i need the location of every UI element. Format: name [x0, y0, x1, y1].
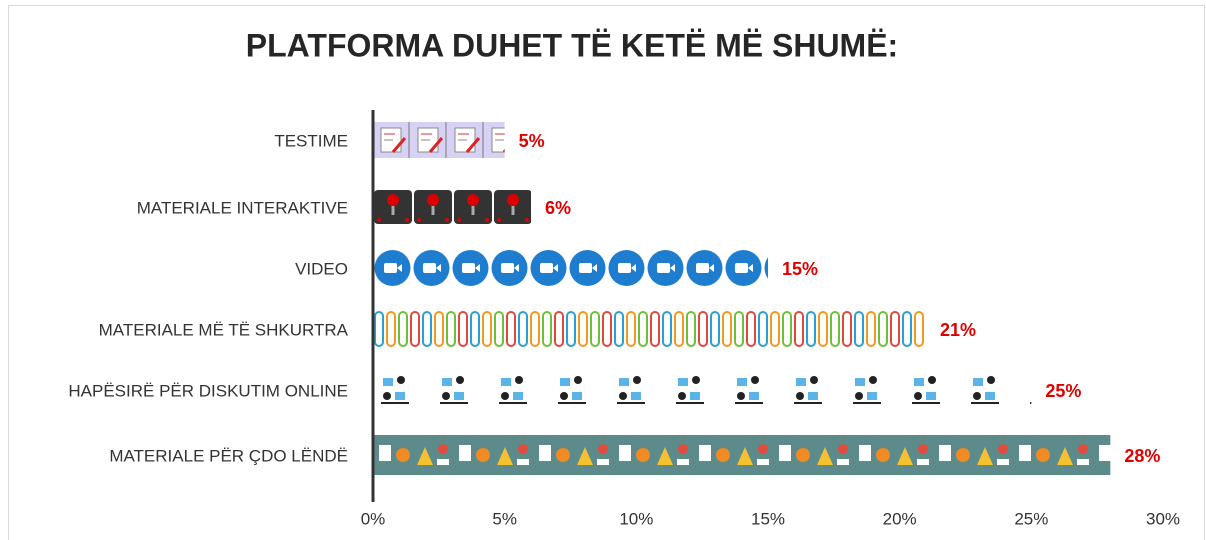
x-tick-label: 15% [751, 509, 785, 528]
x-tick-label: 0% [361, 509, 386, 528]
x-tick-label: 5% [492, 509, 517, 528]
value-label: 28% [1124, 446, 1160, 466]
bar [373, 250, 768, 286]
y-tick-label: VIDEO [295, 259, 348, 278]
y-tick-label: MATERIALE MË TË SHKURTRA [99, 320, 349, 339]
bar [373, 435, 1110, 475]
x-tick-label: 20% [883, 509, 917, 528]
y-tick-label: TESTIME [274, 131, 348, 150]
value-label: 5% [519, 131, 545, 151]
value-label: 15% [782, 259, 818, 279]
chart-title: PLATFORMA DUHET TË KETË MË SHUMË: [246, 27, 898, 63]
y-tick-label: MATERIALE PËR ÇDO LËNDË [109, 446, 348, 465]
y-tick-label: HAPËSIRË PËR DISKUTIM ONLINE [68, 381, 348, 400]
value-label: 25% [1045, 381, 1081, 401]
x-tick-label: 25% [1014, 509, 1048, 528]
chart: PLATFORMA DUHET TË KETË MË SHUMË: 0% 5% 10… [0, 0, 1206, 540]
bar [373, 311, 926, 347]
y-tick-label: MATERIALE INTERAKTIVE [137, 198, 348, 217]
x-tick-label: 30% [1146, 509, 1180, 528]
bar [373, 189, 531, 225]
value-label: 21% [940, 320, 976, 340]
x-tick-label: 10% [619, 509, 653, 528]
bar [373, 122, 505, 158]
value-label: 6% [545, 198, 571, 218]
bar [373, 372, 1031, 408]
